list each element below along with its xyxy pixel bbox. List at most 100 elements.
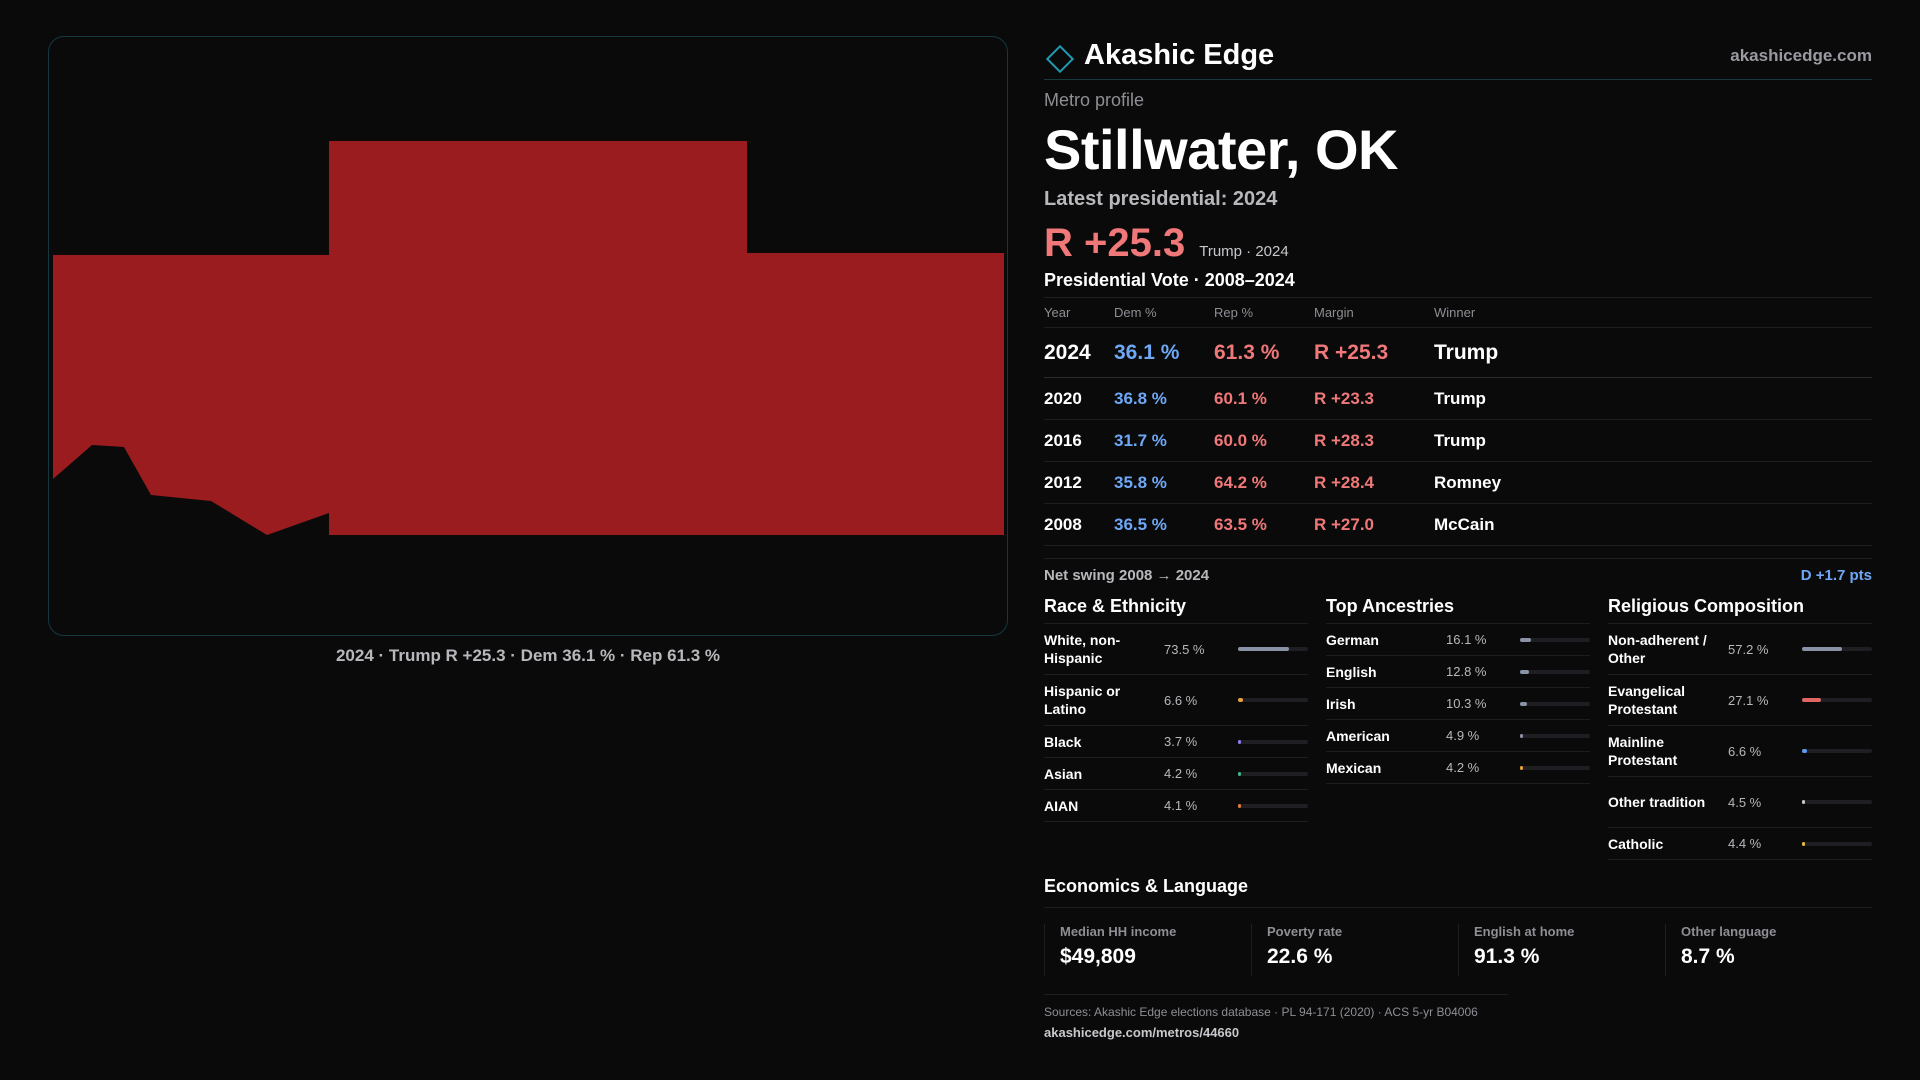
- row-winner: Trump: [1434, 327, 1872, 378]
- section-title: Race & Ethnicity: [1044, 596, 1308, 624]
- stat-bar-fill: [1802, 841, 1806, 846]
- col-rep: Rep %: [1214, 297, 1314, 328]
- headline-margin-sub: Trump · 2024: [1199, 243, 1289, 260]
- stat-row: Evangelical Protestant 27.1 %: [1608, 675, 1872, 726]
- stat-label: Other tradition: [1608, 794, 1706, 810]
- row-rep: 61.3 %: [1214, 327, 1314, 378]
- econ-label: English at home: [1474, 924, 1575, 939]
- stat-bar-track: [1238, 771, 1308, 776]
- row-winner: Trump: [1434, 419, 1872, 462]
- table-row: 2024 36.1 % 61.3 % R +25.3 Trump: [1044, 327, 1872, 378]
- brand-header: Akashic Edge akashicedge.com: [1044, 32, 1872, 80]
- stat-value: 12.8 %: [1446, 664, 1487, 679]
- stat-row: AIAN 4.1 %: [1044, 790, 1308, 822]
- vote-table-title: Presidential Vote · 2008–2024: [1044, 270, 1295, 290]
- section-title: Religious Composition: [1608, 596, 1872, 624]
- metro-map[interactable]: [48, 36, 1008, 636]
- stat-bar-track: [1238, 739, 1308, 744]
- vote-table-header: Year Dem % Rep % Margin Winner: [1044, 297, 1872, 328]
- stat-value: 16.1 %: [1446, 632, 1487, 647]
- stat-value: 6.6 %: [1728, 743, 1762, 759]
- econ-stat: Other language 8.7 %: [1665, 924, 1872, 976]
- row-rep: 64.2 %: [1214, 461, 1314, 504]
- brand-name: Akashic Edge: [1084, 39, 1275, 71]
- section-title: Economics & Language: [1044, 876, 1872, 908]
- race-ethnicity-section: Race & Ethnicity White, non-Hispanic 73.5…: [1044, 596, 1308, 860]
- net-swing-label: Net swing 2008 → 2024: [1044, 567, 1210, 584]
- stat-bar-fill: [1520, 765, 1523, 770]
- econ-value: 22.6 %: [1267, 945, 1333, 968]
- stat-bar-track: [1520, 765, 1590, 770]
- row-rep: 63.5 %: [1214, 503, 1314, 546]
- row-rep: 60.1 %: [1214, 377, 1314, 420]
- col-winner: Winner: [1434, 297, 1872, 328]
- economics-grid: Median HH income $49,809 Poverty rate 22…: [1044, 924, 1872, 976]
- row-year: 2008: [1044, 503, 1114, 546]
- stat-bar-fill: [1238, 803, 1241, 808]
- row-year: 2012: [1044, 461, 1114, 504]
- stat-bar-track: [1802, 698, 1872, 702]
- col-margin: Margin: [1314, 297, 1434, 328]
- row-winner: McCain: [1434, 503, 1872, 546]
- diamond-icon: [1045, 44, 1075, 73]
- stat-label: Catholic: [1608, 835, 1664, 852]
- stat-bar-track: [1802, 800, 1872, 804]
- stat-value: 57.2 %: [1728, 641, 1769, 657]
- stat-bar-track: [1520, 701, 1590, 706]
- stat-row: White, non-Hispanic 73.5 %: [1044, 624, 1308, 675]
- row-margin: R +28.3: [1314, 419, 1434, 462]
- row-dem: 36.1 %: [1114, 327, 1214, 378]
- metro-shape[interactable]: [53, 141, 1004, 535]
- stat-label: Hispanic or Latino: [1044, 683, 1121, 717]
- stat-bar-fill: [1802, 800, 1806, 804]
- stat-bar-fill: [1802, 749, 1807, 753]
- col-dem: Dem %: [1114, 297, 1214, 328]
- stat-label: Non-adherent / Other: [1608, 632, 1707, 666]
- religion-section: Religious Composition Non-adherent / Oth…: [1608, 596, 1872, 860]
- vote-table: Year Dem % Rep % Margin Winner 2024 36.1…: [1044, 297, 1872, 546]
- stat-bar-fill: [1802, 698, 1821, 702]
- row-year: 2016: [1044, 419, 1114, 462]
- econ-value: $49,809: [1060, 945, 1136, 968]
- stat-bar-fill: [1520, 669, 1529, 674]
- section-title: Top Ancestries: [1326, 596, 1590, 624]
- stat-value: 4.5 %: [1728, 794, 1762, 810]
- econ-label: Poverty rate: [1267, 924, 1343, 939]
- stat-row: Black 3.7 %: [1044, 726, 1308, 758]
- stat-label: German: [1326, 631, 1379, 648]
- econ-label: Other language: [1681, 924, 1777, 939]
- stat-value: 4.4 %: [1728, 836, 1762, 851]
- stat-bar-track: [1238, 647, 1308, 651]
- econ-value: 91.3 %: [1474, 945, 1540, 968]
- table-row: 2012 35.8 % 64.2 % R +28.4 Romney: [1044, 461, 1872, 504]
- brand[interactable]: Akashic Edge: [1044, 39, 1275, 73]
- stat-row: Mexican 4.2 %: [1326, 752, 1590, 784]
- row-year: 2024: [1044, 327, 1114, 378]
- stat-row: Catholic 4.4 %: [1608, 828, 1872, 860]
- stat-value: 6.6 %: [1164, 692, 1198, 708]
- col-year: Year: [1044, 297, 1114, 328]
- headline-margin: R +25.3 Trump · 2024: [1044, 221, 1872, 266]
- brand-url-link[interactable]: akashicedge.com: [1730, 45, 1872, 65]
- metro-shape-svg: [53, 141, 1004, 535]
- econ-stat: Poverty rate 22.6 %: [1251, 924, 1458, 976]
- page-title: Stillwater, OK: [1044, 118, 1399, 181]
- table-row: 2008 36.5 % 63.5 % R +27.0 McCain: [1044, 503, 1872, 546]
- table-row: 2020 36.8 % 60.1 % R +23.3 Trump: [1044, 377, 1872, 420]
- econ-stat: Median HH income $49,809: [1044, 924, 1251, 976]
- row-year: 2020: [1044, 377, 1114, 420]
- profile-panel: Akashic Edge akashicedge.com Metro profi…: [1044, 32, 1872, 976]
- stat-label: Evangelical Protestant: [1608, 683, 1686, 717]
- stat-bar-track: [1802, 841, 1872, 846]
- demographics: Race & Ethnicity White, non-Hispanic 73.5…: [1044, 596, 1872, 860]
- stat-row: American 4.9 %: [1326, 720, 1590, 752]
- stat-row: Asian 4.2 %: [1044, 758, 1308, 790]
- stat-row: Hispanic or Latino 6.6 %: [1044, 675, 1308, 726]
- stat-value: 10.3 %: [1446, 696, 1487, 711]
- stat-label: White, non-Hispanic: [1044, 632, 1121, 666]
- stat-value: 4.2 %: [1446, 760, 1480, 775]
- permalink[interactable]: akashicedge.com/metros/44660: [1044, 1025, 1240, 1040]
- stat-row: English 12.8 %: [1326, 656, 1590, 688]
- sources-footer: Sources: Akashic Edge elections database…: [1044, 994, 1508, 1040]
- stat-bar-fill: [1802, 647, 1843, 651]
